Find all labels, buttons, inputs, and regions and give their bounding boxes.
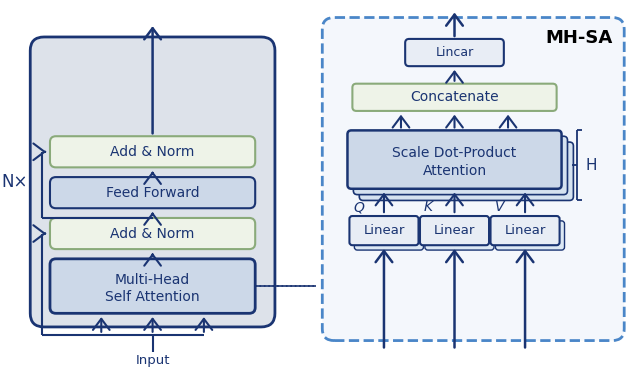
Text: Lincar: Lincar — [435, 46, 474, 59]
FancyBboxPatch shape — [323, 18, 624, 340]
FancyBboxPatch shape — [359, 142, 573, 201]
Text: N×: N× — [1, 173, 28, 191]
Text: Feed Forward: Feed Forward — [106, 186, 200, 200]
FancyBboxPatch shape — [50, 259, 255, 313]
Text: Linear: Linear — [364, 224, 404, 237]
FancyBboxPatch shape — [349, 216, 419, 245]
Text: Add & Norm: Add & Norm — [111, 145, 195, 159]
Text: Q: Q — [353, 200, 364, 214]
FancyBboxPatch shape — [50, 177, 255, 208]
FancyBboxPatch shape — [495, 221, 564, 250]
FancyBboxPatch shape — [50, 218, 255, 249]
Text: Concatenate: Concatenate — [410, 90, 499, 104]
Text: MH-SA: MH-SA — [545, 29, 612, 47]
FancyBboxPatch shape — [353, 136, 568, 195]
Text: H: H — [585, 158, 596, 173]
Text: Scale Dot-Product: Scale Dot-Product — [392, 146, 516, 160]
FancyBboxPatch shape — [50, 136, 255, 167]
FancyBboxPatch shape — [420, 216, 489, 245]
Text: Linear: Linear — [504, 224, 546, 237]
Text: Add & Norm: Add & Norm — [111, 227, 195, 241]
Text: V: V — [495, 200, 504, 214]
Text: Self Attention: Self Attention — [105, 290, 200, 304]
FancyBboxPatch shape — [348, 130, 561, 189]
FancyBboxPatch shape — [355, 221, 424, 250]
Text: K: K — [424, 200, 433, 214]
Text: Multi-Head: Multi-Head — [115, 273, 190, 287]
Text: Attention: Attention — [422, 164, 486, 178]
Text: Linear: Linear — [434, 224, 475, 237]
FancyBboxPatch shape — [490, 216, 559, 245]
FancyBboxPatch shape — [30, 37, 275, 327]
FancyBboxPatch shape — [425, 221, 494, 250]
FancyBboxPatch shape — [353, 84, 557, 111]
Text: Input: Input — [135, 354, 170, 367]
FancyBboxPatch shape — [405, 39, 504, 66]
